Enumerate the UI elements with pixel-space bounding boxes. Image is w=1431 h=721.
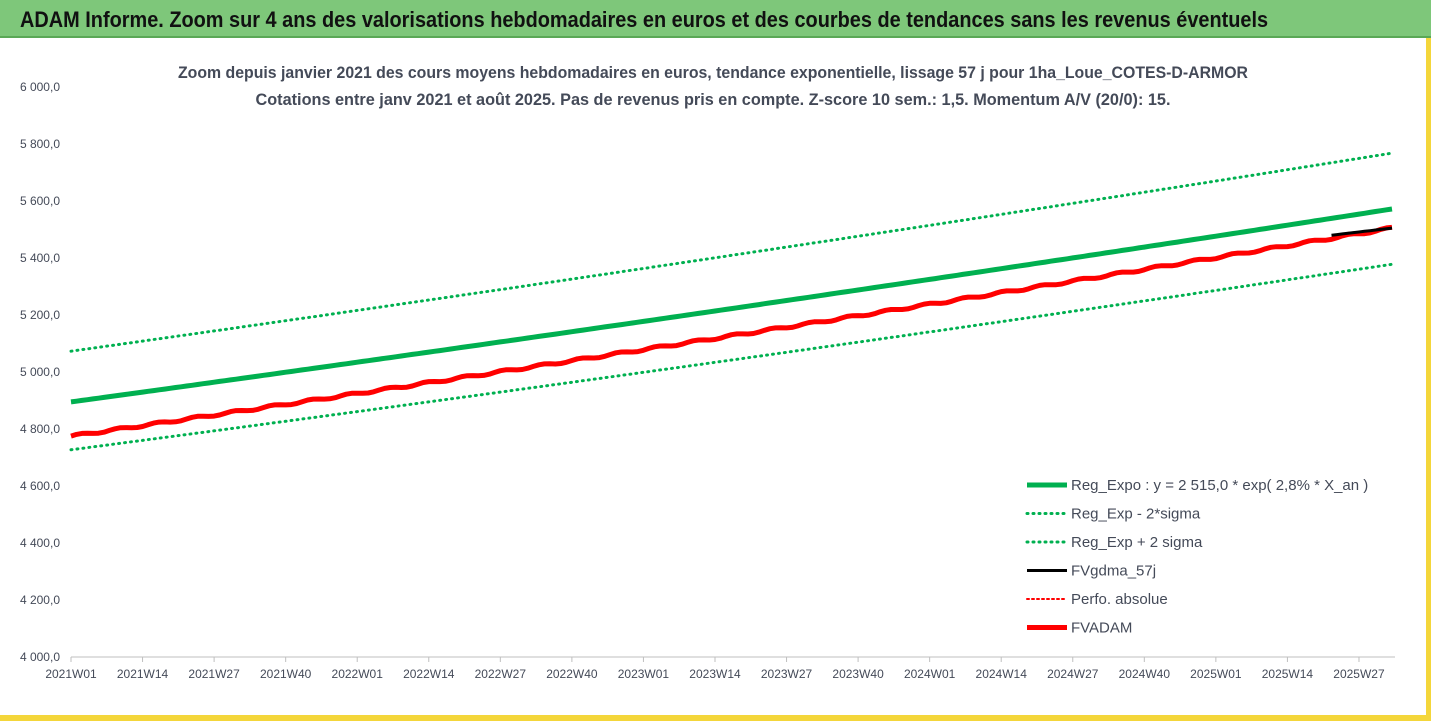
y-axis-ticks: 6 000,0 5 800,0 5 600,0 5 400,0 5 200,0 5 000… <box>20 80 60 664</box>
y-tick-label: 5 200,0 <box>20 308 60 322</box>
chart-series <box>69 151 1394 452</box>
legend-label: FVADAM <box>1071 620 1132 637</box>
x-tick-label: 2022W01 <box>332 667 384 681</box>
x-tick-label: 2022W27 <box>475 667 527 681</box>
x-tick-label: 2022W14 <box>403 667 455 681</box>
y-tick-label: 5 800,0 <box>20 137 60 151</box>
legend-label: FVgdma_57j <box>1071 563 1156 580</box>
x-tick-label: 2023W27 <box>761 667 813 681</box>
frame-border-bottom <box>0 715 1431 721</box>
x-tick-label: 2021W01 <box>45 667 97 681</box>
chart-legend: Reg_Expo : y = 2 515,0 * exp( 2,8% * X_a… <box>1025 477 1368 637</box>
y-tick-label: 4 200,0 <box>20 593 60 607</box>
trend-chart: Zoom depuis janvier 2021 des cours moyen… <box>20 63 1395 681</box>
series-line-1 <box>69 262 1394 452</box>
x-tick-label: 2023W40 <box>832 667 884 681</box>
chart-title-line-2: Cotations entre janv 2021 et août 2025. … <box>256 90 1171 109</box>
chart-title-line-1: Zoom depuis janvier 2021 des cours moyen… <box>178 63 1248 82</box>
x-tick-label: 2025W27 <box>1333 667 1385 681</box>
x-tick-label: 2024W14 <box>976 667 1028 681</box>
series-line-2 <box>69 151 1394 353</box>
y-tick-label: 6 000,0 <box>20 80 60 94</box>
x-tick-label: 2021W27 <box>188 667 240 681</box>
x-tick-label: 2022W40 <box>546 667 598 681</box>
y-tick-label: 4 000,0 <box>20 650 60 664</box>
y-tick-label: 4 400,0 <box>20 536 60 550</box>
series-line-0 <box>70 206 1393 405</box>
series-line-3 <box>1331 226 1393 237</box>
legend-label: Reg_Exp + 2 sigma <box>1071 534 1203 551</box>
legend-label: Reg_Exp - 2*sigma <box>1071 506 1201 523</box>
banner-title: ADAM Informe. Zoom sur 4 ans des valoris… <box>20 7 1269 32</box>
x-tick-label: 2023W01 <box>618 667 670 681</box>
y-tick-label: 5 400,0 <box>20 251 60 265</box>
x-tick-label: 2021W40 <box>260 667 312 681</box>
y-tick-label: 4 600,0 <box>20 479 60 493</box>
legend-label: Perfo. absolue <box>1071 591 1168 608</box>
x-tick-label: 2025W01 <box>1190 667 1242 681</box>
legend-label: Reg_Expo : y = 2 515,0 * exp( 2,8% * X_a… <box>1071 477 1368 494</box>
x-tick-label: 2025W14 <box>1262 667 1314 681</box>
x-tick-label: 2024W27 <box>1047 667 1099 681</box>
x-tick-label: 2024W01 <box>904 667 956 681</box>
y-tick-label: 5 600,0 <box>20 194 60 208</box>
x-tick-label: 2024W40 <box>1119 667 1171 681</box>
report-banner: ADAM Informe. Zoom sur 4 ans des valoris… <box>0 0 1431 38</box>
x-tick-label: 2023W14 <box>689 667 741 681</box>
series-line-5 <box>70 224 1393 439</box>
x-tick-label: 2021W14 <box>117 667 169 681</box>
frame-border-right <box>1426 38 1431 721</box>
y-tick-label: 5 000,0 <box>20 365 60 379</box>
x-axis-ticks: 2021W01 2021W14 2021W27 2021W40 2022W01 2022W… <box>45 657 1385 681</box>
y-tick-label: 4 800,0 <box>20 422 60 436</box>
